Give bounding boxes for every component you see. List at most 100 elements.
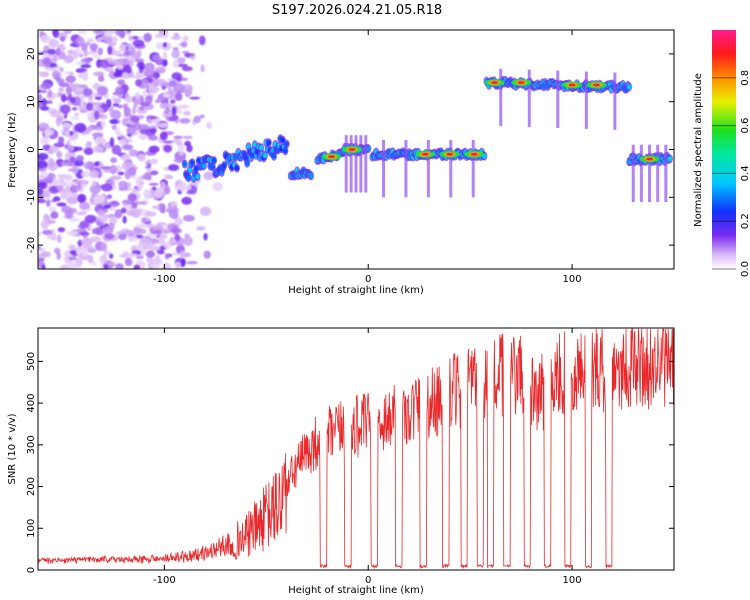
ridge-point <box>266 140 272 146</box>
noise-speckle <box>119 43 126 52</box>
noise-speckle <box>132 52 140 60</box>
noise-speckle <box>61 122 71 127</box>
noise-speckle <box>182 135 193 140</box>
ridge-streak <box>382 139 386 198</box>
noise-speckle <box>128 167 137 176</box>
noise-speckle <box>155 42 163 50</box>
noise-speckle <box>143 190 152 200</box>
noise-speckle <box>179 118 191 124</box>
noise-speckle <box>172 47 179 51</box>
noise-speckle <box>177 107 183 115</box>
noise-speckle <box>174 233 181 242</box>
noise-speckle <box>57 136 65 146</box>
noise-speckle <box>177 104 190 109</box>
y-tick-label: 100 <box>26 519 37 538</box>
noise-speckle <box>108 222 115 232</box>
noise-speckle <box>163 144 173 153</box>
snr-axes: -100 0 100 0 100 200 300 400 500 <box>26 328 674 586</box>
noise-speckle <box>142 89 147 100</box>
noise-speckle <box>99 59 110 69</box>
noise-speckle <box>38 247 46 252</box>
noise-speckle <box>45 199 51 207</box>
y-tick-label: -10 <box>26 189 37 205</box>
noise-speckle <box>173 135 183 140</box>
peak-core <box>348 148 356 151</box>
noise-speckle <box>40 34 52 44</box>
ridge-streak <box>449 139 453 198</box>
noise-speckle <box>50 211 59 219</box>
noise-speckle <box>41 251 52 258</box>
noise-speckle <box>203 171 214 181</box>
noise-speckle <box>115 30 126 37</box>
noise-speckle <box>47 48 56 55</box>
noise-speckle <box>90 236 102 243</box>
noise-speckle <box>162 93 171 98</box>
noise-speckle <box>116 79 126 86</box>
ridge-point <box>626 84 632 90</box>
noise-speckle <box>94 30 103 34</box>
noise-speckle <box>138 237 151 247</box>
colorbar-tick-label: 0.8 <box>740 70 750 86</box>
noise-speckle <box>150 238 159 244</box>
x-tick-label: -100 <box>153 575 176 586</box>
y-tick-label: 10 <box>26 95 37 108</box>
y-tick-label: 0 <box>26 146 37 152</box>
noise-speckle <box>115 231 125 235</box>
noise-speckle <box>80 64 92 69</box>
noise-speckle <box>69 250 77 255</box>
noise-speckle <box>79 231 90 236</box>
noise-speckle <box>90 102 103 107</box>
spectrogram-marks <box>38 30 673 269</box>
noise-speckle <box>114 209 123 219</box>
noise-speckle <box>122 215 127 224</box>
noise-speckle <box>92 180 97 187</box>
noise-speckle <box>120 207 127 214</box>
noise-speckle <box>116 64 124 70</box>
snr-x-axis-label: Height of straight line (km) <box>288 585 424 596</box>
noise-speckle <box>115 263 124 269</box>
peak-core <box>517 81 525 84</box>
noise-speckle <box>153 79 163 87</box>
noise-speckle <box>123 113 133 118</box>
ridge-streak <box>404 139 408 198</box>
noise-speckle <box>81 170 92 178</box>
noise-speckle <box>148 262 161 269</box>
noise-speckle <box>38 198 46 204</box>
noise-speckle <box>53 181 64 186</box>
noise-speckle <box>121 154 131 161</box>
noise-speckle <box>93 110 100 120</box>
noise-speckle <box>68 168 75 172</box>
noise-speckle <box>111 144 122 155</box>
noise-speckle <box>87 113 92 118</box>
noise-speckle <box>183 236 193 246</box>
noise-speckle <box>159 233 168 241</box>
noise-speckle <box>40 82 52 90</box>
noise-speckle <box>68 256 78 261</box>
noise-speckle <box>151 205 161 210</box>
ridge-streak <box>527 69 531 128</box>
noise-speckle <box>106 194 113 200</box>
noise-speckle <box>143 32 152 43</box>
noise-speckle <box>60 193 69 200</box>
ridge-point <box>259 145 264 151</box>
ridge-point <box>262 152 268 159</box>
noise-speckle <box>126 125 137 136</box>
noise-speckle <box>43 128 55 136</box>
noise-speckle <box>130 208 142 218</box>
noise-speckle <box>170 200 178 207</box>
ridge-point <box>222 162 227 168</box>
noise-speckle <box>151 186 157 191</box>
noise-speckle <box>141 217 148 224</box>
noise-speckle <box>138 105 145 111</box>
noise-speckle <box>89 43 99 51</box>
noise-speckle <box>121 72 130 80</box>
noise-speckle <box>189 96 201 100</box>
noise-speckle <box>62 174 74 181</box>
noise-speckle <box>38 188 44 195</box>
noise-speckle <box>56 184 64 192</box>
noise-speckle <box>69 217 80 222</box>
noise-speckle <box>195 226 206 231</box>
noise-speckle <box>138 35 145 40</box>
noise-speckle <box>97 75 105 82</box>
